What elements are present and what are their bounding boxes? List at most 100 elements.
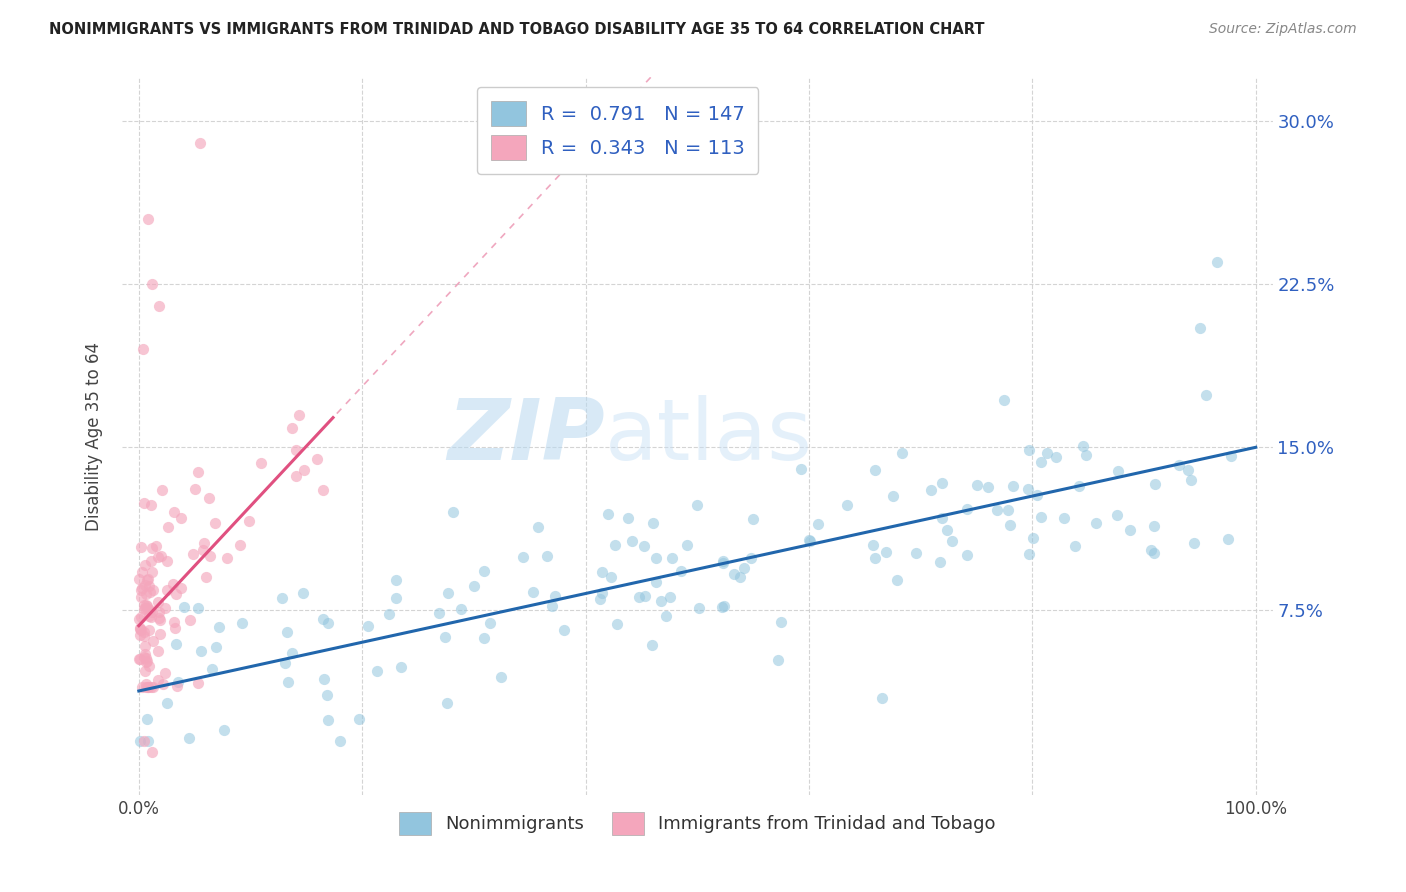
- Point: [132, 601, 155, 615]
- Point: [905, 546, 928, 560]
- Point: [385, 574, 408, 588]
- Text: NONIMMIGRANTS VS IMMIGRANTS FROM TRINIDAD AND TOBAGO DISABILITY AGE 35 TO 64 COR: NONIMMIGRANTS VS IMMIGRANTS FROM TRINIDA…: [49, 22, 984, 37]
- Point: [1205, 255, 1227, 269]
- Point: [274, 657, 297, 671]
- Point: [659, 591, 682, 605]
- Point: [173, 600, 195, 615]
- Point: [187, 676, 209, 690]
- Point: [156, 696, 179, 710]
- Point: [882, 489, 904, 503]
- Point: [941, 533, 963, 548]
- Point: [166, 679, 188, 693]
- Point: [208, 619, 231, 633]
- Point: [187, 465, 209, 479]
- Point: [711, 554, 734, 568]
- Point: [733, 561, 755, 575]
- Point: [1143, 477, 1166, 491]
- Point: [450, 602, 472, 616]
- Point: [633, 539, 655, 553]
- Point: [169, 581, 191, 595]
- Point: [356, 619, 378, 633]
- Point: [436, 697, 458, 711]
- Point: [1140, 543, 1163, 558]
- Point: [886, 573, 908, 587]
- Point: [129, 734, 152, 748]
- Point: [655, 608, 678, 623]
- Point: [155, 666, 177, 681]
- Point: [141, 541, 163, 555]
- Point: [977, 480, 1000, 494]
- Point: [1018, 442, 1040, 457]
- Text: atlas: atlas: [605, 395, 813, 478]
- Point: [671, 564, 693, 578]
- Point: [148, 611, 170, 625]
- Point: [1035, 446, 1057, 460]
- Point: [129, 628, 152, 642]
- Point: [134, 578, 156, 592]
- Point: [541, 599, 564, 613]
- Point: [512, 550, 534, 565]
- Point: [329, 734, 352, 748]
- Point: [997, 503, 1019, 517]
- Point: [139, 585, 162, 599]
- Point: [920, 483, 942, 497]
- Point: [661, 550, 683, 565]
- Point: [250, 456, 273, 470]
- Point: [929, 555, 952, 569]
- Point: [136, 599, 159, 613]
- Point: [955, 502, 977, 516]
- Point: [138, 659, 160, 673]
- Point: [197, 491, 219, 505]
- Point: [316, 616, 339, 631]
- Point: [131, 680, 153, 694]
- Point: [148, 605, 170, 619]
- Point: [163, 621, 186, 635]
- Point: [134, 734, 156, 748]
- Point: [145, 539, 167, 553]
- Point: [645, 551, 668, 566]
- Point: [935, 523, 957, 537]
- Point: [136, 680, 159, 694]
- Point: [139, 498, 162, 512]
- Point: [472, 631, 495, 645]
- Point: [134, 628, 156, 642]
- Point: [391, 659, 413, 673]
- Point: [132, 625, 155, 640]
- Point: [312, 611, 335, 625]
- Point: [129, 540, 152, 554]
- Point: [385, 591, 408, 606]
- Point: [135, 655, 157, 669]
- Point: [617, 510, 640, 524]
- Point: [139, 680, 162, 694]
- Point: [650, 593, 672, 607]
- Point: [129, 583, 152, 598]
- Point: [163, 615, 186, 630]
- Point: [723, 566, 745, 581]
- Point: [1220, 449, 1243, 463]
- Point: [1105, 508, 1128, 522]
- Point: [134, 639, 156, 653]
- Point: [366, 664, 388, 678]
- Point: [292, 586, 315, 600]
- Point: [156, 582, 179, 597]
- Point: [292, 463, 315, 477]
- Point: [489, 670, 512, 684]
- Point: [591, 586, 613, 600]
- Point: [136, 211, 159, 226]
- Point: [628, 591, 651, 605]
- Point: [598, 507, 620, 521]
- Point: [606, 616, 628, 631]
- Point: [789, 462, 811, 476]
- Point: [131, 566, 153, 580]
- Point: [141, 554, 163, 568]
- Point: [204, 516, 226, 531]
- Point: [536, 549, 558, 564]
- Point: [1107, 464, 1129, 478]
- Point: [645, 575, 668, 590]
- Point: [1018, 547, 1040, 561]
- Point: [194, 570, 217, 584]
- Point: [188, 136, 211, 150]
- Point: [142, 680, 165, 694]
- Point: [156, 554, 179, 568]
- Point: [170, 511, 193, 525]
